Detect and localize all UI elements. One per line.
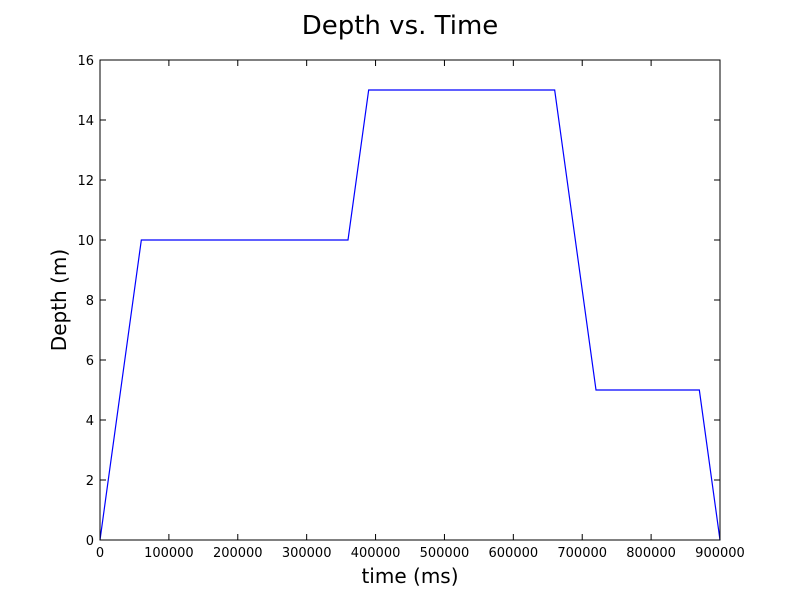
y-tick-label: 6 <box>86 354 94 369</box>
y-tick-label: 12 <box>77 174 94 189</box>
x-tick-label: 700000 <box>557 546 607 561</box>
x-tick-label: 300000 <box>282 546 332 561</box>
x-tick-label: 500000 <box>420 546 470 561</box>
y-tick-label: 14 <box>77 114 94 129</box>
x-axis-label: time (ms) <box>361 564 458 588</box>
y-tick-label: 16 <box>77 54 94 69</box>
series-line-0 <box>99 89 721 541</box>
x-tick-label: 200000 <box>213 546 263 561</box>
x-tick-label: 900000 <box>695 546 745 561</box>
x-tick-label: 800000 <box>626 546 676 561</box>
y-tick-label: 0 <box>86 534 94 549</box>
x-tick-label: 100000 <box>144 546 194 561</box>
x-axis-ticks: 0 100000 200000 300000 400000 500000 600000 700… <box>96 60 745 561</box>
y-axis-ticks: 0 2 4 6 8 10 12 14 16 <box>77 54 720 549</box>
y-tick-label: 4 <box>86 414 94 429</box>
chart-title: Depth vs. Time <box>302 11 499 41</box>
y-tick-label: 8 <box>86 294 94 309</box>
plot-frame <box>99 59 721 541</box>
x-tick-label: 600000 <box>489 546 539 561</box>
y-tick-label: 2 <box>86 474 94 489</box>
y-axis-label: Depth (m) <box>47 249 71 351</box>
x-tick-label: 400000 <box>351 546 401 561</box>
x-tick-label: 0 <box>96 546 104 561</box>
y-tick-label: 10 <box>77 234 94 249</box>
series-layer <box>99 89 721 541</box>
